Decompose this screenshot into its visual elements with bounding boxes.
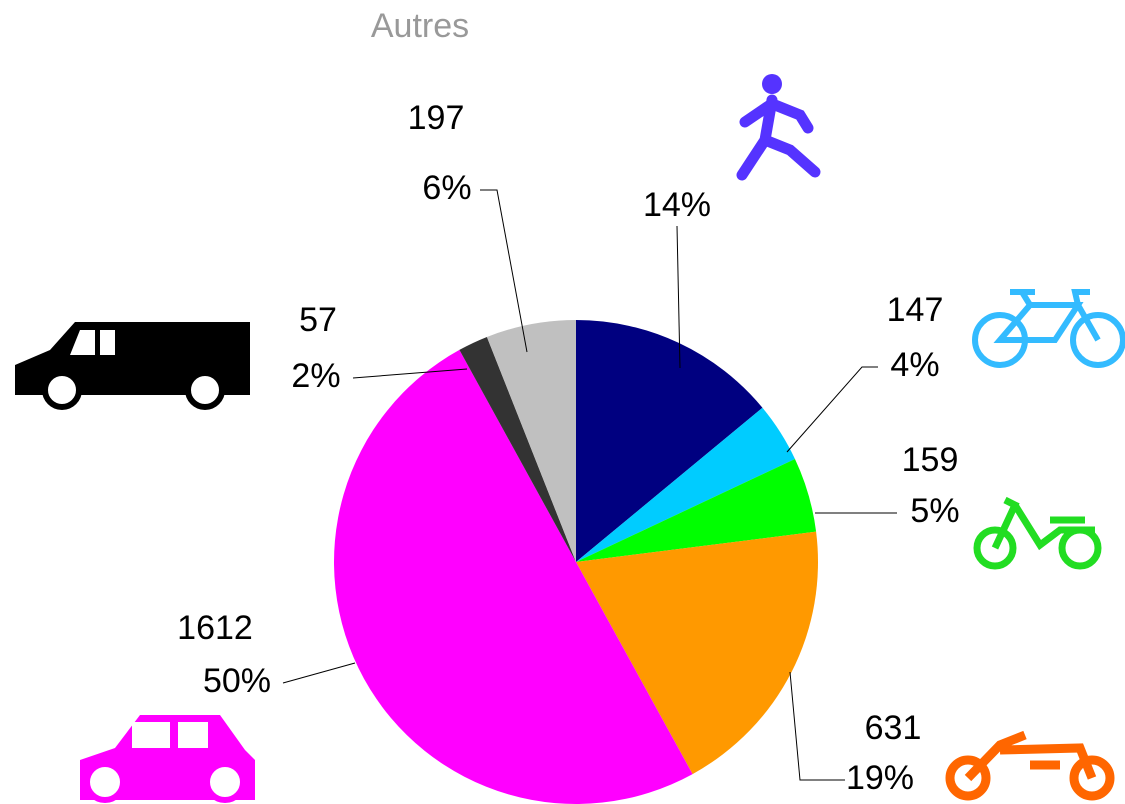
pie-slice: [576, 320, 763, 562]
percent-label: 6%: [422, 169, 471, 207]
leader-line: [352, 368, 468, 379]
percent-label: 2%: [291, 357, 340, 395]
pie-slice: [576, 531, 818, 775]
pie-slice: [486, 320, 576, 562]
percent-label: 19%: [846, 759, 914, 797]
leader-line: [789, 671, 845, 781]
pie-slice: [576, 407, 795, 562]
motorcycle-icon: [945, 730, 1115, 801]
leader-line: [786, 366, 878, 453]
pie-slice: [459, 336, 576, 562]
leader-line: [676, 225, 681, 369]
pie-slice: [333, 349, 693, 804]
car-icon: [80, 715, 255, 803]
van-icon: [15, 322, 250, 410]
bicycle-icon: [972, 289, 1125, 368]
leader-line: [282, 662, 356, 684]
count-label: 631: [865, 709, 922, 747]
percent-label: 14%: [643, 186, 711, 224]
percent-label: 50%: [203, 662, 271, 700]
leader-line: [480, 189, 528, 353]
count-label: 147: [887, 291, 944, 329]
count-label: 159: [902, 441, 959, 479]
pie-slice: [576, 458, 817, 562]
count-label: 57: [299, 301, 337, 339]
percent-label: 5%: [910, 492, 959, 530]
moped-icon: [973, 496, 1102, 570]
percent-label: 4%: [890, 346, 939, 384]
count-label: 1612: [177, 609, 253, 647]
category-label: Autres: [371, 7, 469, 45]
count-label: 197: [408, 99, 465, 137]
pedestrian-icon: [736, 74, 821, 181]
